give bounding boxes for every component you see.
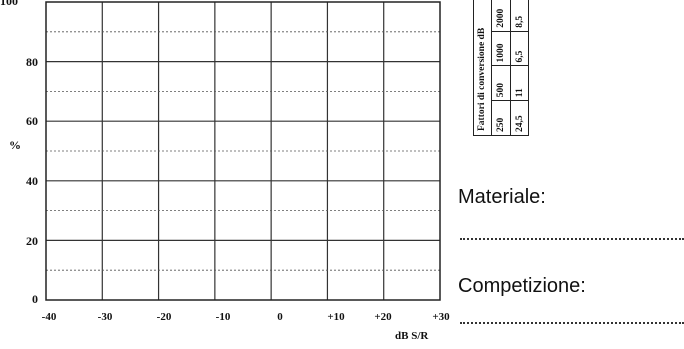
conversion-factors-table: Fattori di conversione dB 250 500 1000 2… bbox=[473, 0, 529, 136]
frequency-row: 250 500 1000 2000 bbox=[492, 0, 510, 135]
y-tick-40: 40 bbox=[26, 174, 38, 188]
x-tick-minus30: -30 bbox=[97, 311, 113, 323]
x-tick-minus20: -20 bbox=[156, 311, 172, 323]
x-tick-0: 0 bbox=[277, 311, 283, 323]
material-label: Materiale: bbox=[458, 186, 546, 208]
value-cell: 24,5 bbox=[511, 100, 529, 135]
value-cell: 11 bbox=[511, 65, 529, 101]
y-tick-60: 60 bbox=[26, 114, 38, 128]
y-tick-100: 100 bbox=[0, 0, 18, 8]
x-axis-title: dB S/R bbox=[395, 330, 429, 342]
competition-input-line[interactable] bbox=[460, 322, 684, 324]
y-tick-20: 20 bbox=[26, 234, 38, 248]
y-tick-0: 0 bbox=[32, 292, 38, 306]
frequency-cell: 250 bbox=[492, 100, 510, 135]
material-input-line[interactable] bbox=[460, 238, 684, 240]
value-cell: 8,5 bbox=[515, 15, 525, 28]
chart-minor-grid bbox=[46, 31, 440, 271]
value-cell: 6,5 bbox=[511, 30, 529, 66]
x-tick-minus40: -40 bbox=[41, 311, 57, 323]
x-tick-plus30: +30 bbox=[432, 311, 450, 323]
competition-label: Competizione: bbox=[458, 275, 586, 297]
conversion-factors-title: Fattori di conversione dB bbox=[474, 0, 492, 135]
y-axis-unit: % bbox=[9, 138, 21, 152]
frequency-cell: 2000 bbox=[496, 8, 506, 28]
x-tick-minus10: -10 bbox=[215, 311, 231, 323]
frequency-cell: 1000 bbox=[492, 30, 510, 66]
x-tick-plus10: +10 bbox=[327, 311, 345, 323]
y-tick-80: 80 bbox=[26, 55, 38, 69]
plot-frame bbox=[45, 1, 441, 301]
frequency-cell: 500 bbox=[492, 65, 510, 101]
value-row: 24,5 11 6,5 8,5 bbox=[510, 0, 529, 135]
x-tick-plus20: +20 bbox=[374, 311, 392, 323]
